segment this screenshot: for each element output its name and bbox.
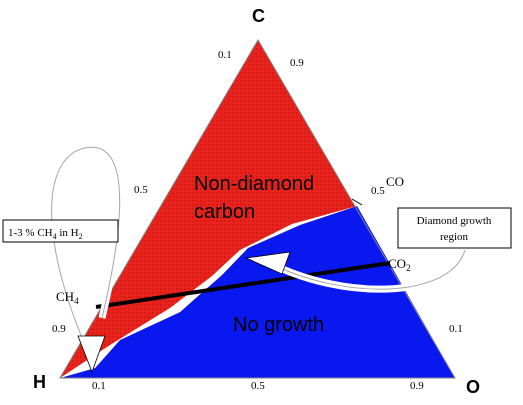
- species-label-co2: CO2: [388, 256, 411, 273]
- tick-right-b: 0.5: [371, 185, 385, 197]
- left-callout-arrow: [48, 143, 124, 354]
- tick-left-a: 0.1: [218, 49, 232, 61]
- vertex-label-o: O: [466, 377, 480, 397]
- right-callout-box: Diamond growth region: [397, 207, 512, 249]
- non-diamond-carbon-region: [60, 40, 357, 378]
- tick-right-c: 0.1: [449, 323, 463, 335]
- tick-bottom-b: 0.5: [251, 380, 265, 392]
- left-callout-text: 1-3 % CH4 in H2: [8, 227, 83, 241]
- species-label-co: CO: [386, 174, 404, 189]
- tick-left-c: 0.9: [52, 323, 66, 335]
- tick-bottom-c: 0.9: [410, 380, 424, 392]
- left-arrowhead: [77, 335, 106, 374]
- tick-left-b: 0.5: [134, 184, 148, 196]
- tick-bottom-a: 0.1: [92, 380, 106, 392]
- region-label-no-growth: No growth: [233, 314, 324, 336]
- right-callout-arrow: [266, 248, 469, 293]
- right-callout-line1: Diamond growth: [417, 215, 492, 227]
- right-callout-arrow-outline: [267, 249, 466, 290]
- right-arrowhead: [244, 251, 291, 275]
- left-callout-arrow-outline: [51, 146, 121, 353]
- vertex-label-h: H: [33, 372, 46, 392]
- species-label-ch4: CH4: [56, 289, 79, 306]
- left-callout-box: 1-3 % CH4 in H2: [2, 219, 119, 243]
- region-label-carbon: carbon: [194, 201, 255, 223]
- co-marker: [351, 198, 363, 206]
- region-label-non-diamond: Non-diamond: [194, 173, 314, 195]
- ch4-co2-line: [95, 261, 391, 309]
- right-callout-line2: region: [440, 231, 469, 243]
- tick-right-a: 0.9: [290, 57, 304, 69]
- no-growth-region: [60, 206, 455, 378]
- vertex-label-c: C: [252, 6, 265, 26]
- triangle-outline: [59, 39, 456, 379]
